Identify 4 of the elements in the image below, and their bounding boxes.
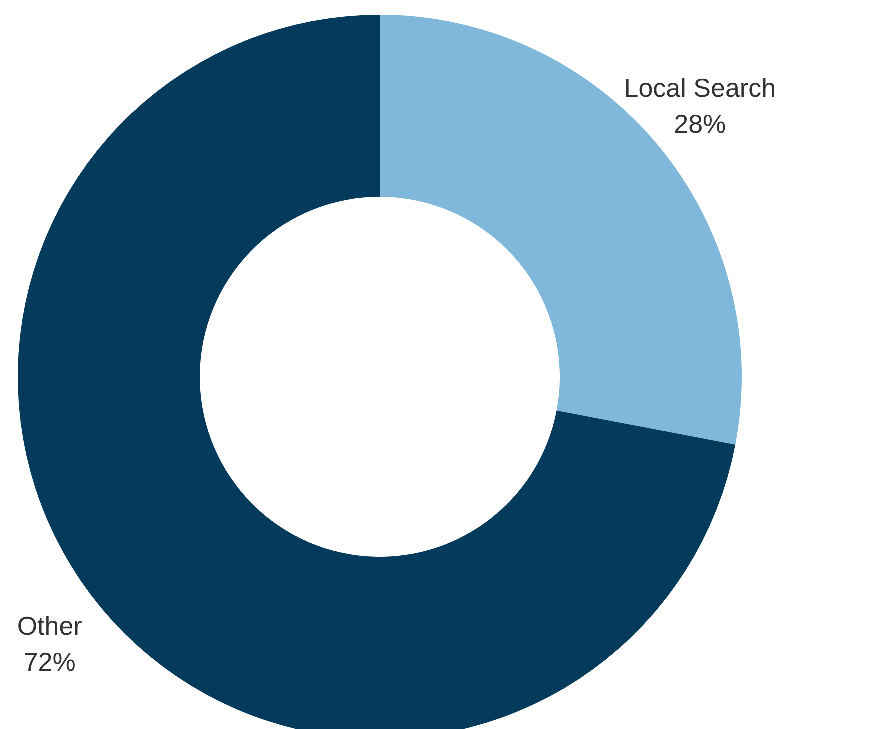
slice-label: Other bbox=[17, 610, 83, 641]
slice-label: Local Search bbox=[624, 73, 776, 104]
data-label: 28% bbox=[674, 109, 726, 140]
data-label: 72% bbox=[24, 646, 76, 677]
